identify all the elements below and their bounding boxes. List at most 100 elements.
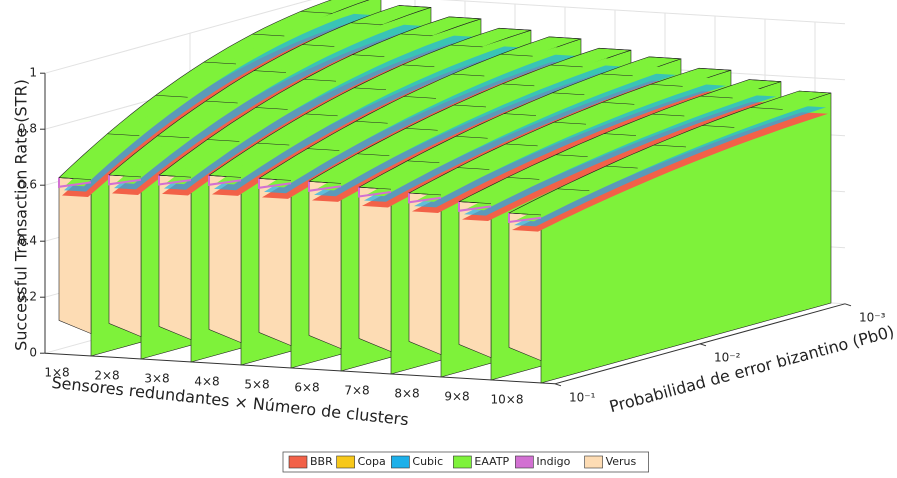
x-tick-label: 2×8	[94, 369, 119, 383]
z-tick-label: 0	[29, 346, 37, 360]
mesh-line	[407, 160, 440, 164]
surface-front	[58, 177, 92, 335]
mesh-line	[550, 64, 583, 68]
mesh-line	[252, 33, 285, 37]
surface-band	[516, 99, 824, 222]
legend-swatch	[288, 455, 308, 469]
surface-band	[264, 54, 576, 194]
mesh-line	[305, 113, 338, 117]
legend-swatch	[584, 455, 603, 469]
x-tick-label: 5×8	[244, 378, 269, 392]
mesh-line	[500, 53, 533, 57]
mesh-line	[157, 135, 190, 139]
surface-edge	[358, 187, 392, 198]
mesh-line	[798, 90, 832, 94]
legend-swatch	[453, 455, 472, 469]
mesh-line	[355, 121, 388, 124]
surface-band	[214, 46, 526, 191]
mesh-line	[453, 104, 487, 108]
mesh-line	[357, 153, 390, 156]
x-tick-label: 8×8	[394, 387, 419, 401]
mesh-line	[748, 79, 782, 82]
x-tick-label: 7×8	[344, 384, 369, 398]
legend-label: Cubic	[412, 455, 443, 468]
surface-band	[66, 5, 374, 187]
mesh-line	[158, 174, 192, 178]
mesh-line	[403, 96, 437, 99]
mesh-line	[352, 54, 385, 57]
surface-band	[216, 38, 524, 185]
mesh-line	[58, 177, 92, 180]
z-tick-label: 0.8	[18, 122, 37, 136]
mesh-line	[203, 61, 237, 65]
mesh-line	[257, 142, 290, 146]
mesh-line	[358, 186, 392, 190]
mesh-line	[400, 33, 433, 37]
mesh-line	[205, 100, 238, 104]
surface-band	[412, 91, 728, 213]
z-axis-title: Successful Transaction Rate (STR)	[12, 79, 31, 351]
mesh-line	[653, 144, 687, 148]
mesh-line	[700, 95, 733, 99]
legend-swatch	[391, 455, 410, 469]
y-tick-label: 10⁻³	[859, 310, 886, 324]
legend-swatch	[515, 455, 534, 469]
mesh-line	[750, 107, 783, 110]
mesh-line	[503, 113, 537, 116]
legend-label: BBR	[310, 455, 333, 468]
mesh-line	[408, 192, 442, 196]
surface-front	[358, 186, 392, 353]
surface-band	[314, 65, 626, 197]
surface-band	[166, 27, 474, 185]
mesh-line	[402, 64, 435, 68]
mesh-line	[553, 121, 587, 125]
mesh-line	[350, 22, 383, 25]
surface-band	[116, 16, 424, 184]
z-tick-label: 0.6	[18, 178, 37, 192]
legend-label: Indigo	[536, 455, 570, 468]
mesh-line	[307, 148, 340, 151]
mesh-line	[605, 165, 638, 169]
y-tick-label: 10⁻¹	[569, 390, 596, 404]
mesh-line	[255, 107, 288, 110]
surface-edge	[158, 175, 192, 186]
surface-band	[464, 95, 776, 216]
grid-line	[44, 0, 846, 74]
mesh-line	[398, 5, 432, 8]
mesh-line	[207, 139, 240, 142]
surface-band	[512, 112, 828, 232]
mesh-line	[600, 73, 633, 77]
x-tick-label: 1×8	[44, 366, 69, 380]
surface-edge	[308, 181, 342, 192]
surface-edge	[458, 201, 492, 212]
mesh-line	[155, 95, 188, 98]
mesh-line	[652, 113, 685, 117]
x-tick-label: 4×8	[194, 375, 219, 389]
mesh-line	[505, 143, 538, 147]
surface-edge	[258, 178, 292, 189]
legend-label: Copa	[358, 455, 386, 468]
mesh-line	[258, 178, 292, 181]
surface-front	[108, 174, 142, 338]
surface-edge	[408, 193, 442, 204]
mesh-line	[302, 44, 335, 47]
mesh-line	[452, 73, 485, 77]
y-tick	[844, 303, 852, 307]
mesh-line	[455, 136, 488, 139]
mesh-line	[650, 84, 683, 87]
mesh-line	[507, 177, 540, 180]
mesh-line	[508, 212, 542, 216]
surface-band	[364, 73, 676, 202]
surface-front	[508, 212, 542, 362]
x-tick-label: 6×8	[294, 381, 319, 395]
surface-front	[408, 192, 442, 356]
mesh-line	[502, 83, 535, 87]
surface-band	[466, 88, 774, 211]
y-tick-label: 10⁻²	[714, 350, 741, 364]
mesh-line	[457, 167, 490, 170]
z-tick-label: 0.2	[18, 290, 37, 304]
mesh-line	[450, 44, 483, 48]
mesh-line	[353, 87, 387, 91]
